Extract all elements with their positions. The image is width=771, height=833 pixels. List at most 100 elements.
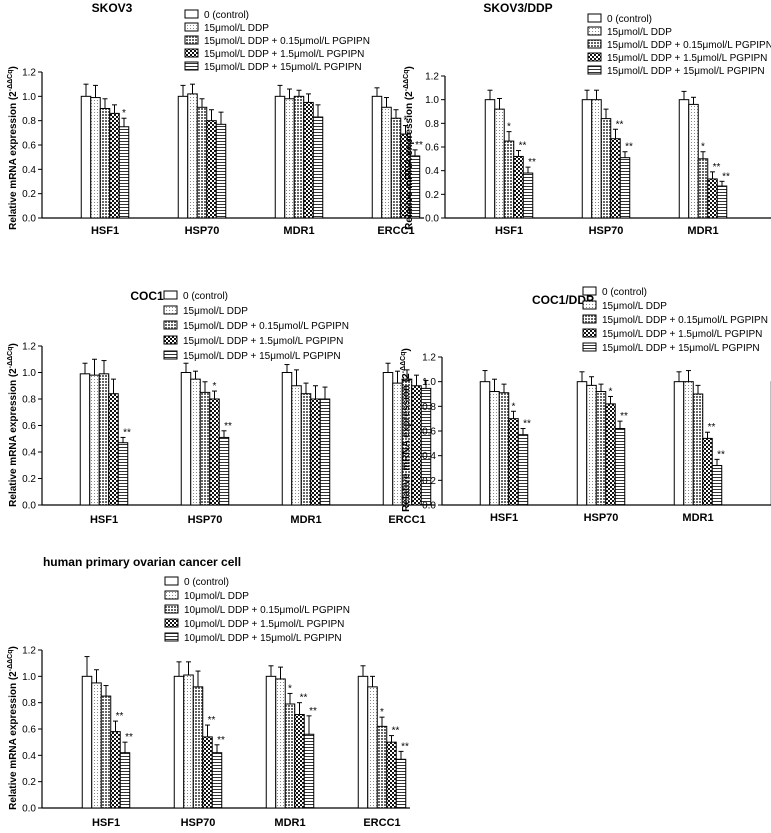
bar xyxy=(494,108,505,219)
legend-label: 15μmol/L DDP + 15μmol/L PGPIPN xyxy=(183,351,341,362)
significance-marker: * xyxy=(609,386,613,397)
bar xyxy=(610,138,621,219)
bar xyxy=(711,465,723,506)
bar xyxy=(376,725,388,809)
bar xyxy=(484,99,496,219)
category-label: MDR1 xyxy=(283,225,314,237)
bar xyxy=(678,99,690,219)
category-label: HSP70 xyxy=(185,225,220,237)
legend-label: 10μmol/L DDP xyxy=(184,591,249,602)
category-label: HSP70 xyxy=(589,225,624,237)
category-label: ERCC1 xyxy=(363,817,400,829)
legend-label: 0 (control) xyxy=(204,10,249,21)
y-tick-label: 0.8 xyxy=(425,119,439,130)
y-tick-label: 1.0 xyxy=(22,672,36,683)
bar xyxy=(605,403,616,506)
significance-marker: ** xyxy=(392,726,400,737)
bar xyxy=(211,752,223,809)
bar xyxy=(503,140,515,219)
significance-marker: ** xyxy=(717,449,725,460)
legend-label: 15μmol/L DDP + 1.5μmol/L PGPIPN xyxy=(607,53,767,64)
bar xyxy=(183,674,194,809)
category-label: HSF1 xyxy=(495,225,523,237)
bar xyxy=(99,108,111,219)
chart-title: COC1 xyxy=(130,289,164,303)
category-label: ERCC1 xyxy=(388,514,425,526)
legend-label: 15μmol/L DDP xyxy=(204,23,269,34)
y-axis-label: Relative mRNA expression (2-ΔΔCq) xyxy=(400,348,412,512)
chart-title: SKOV3/DDP xyxy=(483,1,552,15)
bar xyxy=(707,178,718,219)
significance-marker: ** xyxy=(309,706,317,717)
y-tick-label: 0.2 xyxy=(22,474,36,485)
y-tick-label: 0.2 xyxy=(22,777,36,788)
legend-swatch xyxy=(582,286,597,296)
chart-panel-coc1-ddp: COC1/DDP 0 (control) 15μmol/L DDP 15μmol/L … xyxy=(400,286,771,524)
significance-marker: * xyxy=(512,401,516,412)
bar xyxy=(357,675,369,809)
bar xyxy=(215,123,227,219)
significance-marker: ** xyxy=(123,427,131,438)
significance-marker: * xyxy=(404,116,408,127)
bar xyxy=(386,741,397,809)
legend-swatch xyxy=(184,22,199,32)
legend-swatch xyxy=(184,61,199,71)
bar xyxy=(498,392,510,506)
y-tick-label: 0.6 xyxy=(422,427,436,438)
bar xyxy=(673,381,685,506)
category-label: HSF1 xyxy=(92,817,120,829)
category-label: HSP70 xyxy=(181,817,216,829)
bar xyxy=(319,398,331,506)
y-tick-label: 0.0 xyxy=(422,501,436,512)
bar xyxy=(79,373,91,506)
legend-label: 15μmol/L DDP + 0.15μmol/L PGPIPN xyxy=(602,315,768,326)
legend-label: 15μmol/L DDP + 1.5μmol/L PGPIPN xyxy=(204,49,364,60)
bar xyxy=(117,442,129,506)
legend-swatch xyxy=(587,65,602,75)
bar xyxy=(367,686,378,809)
category-label: HSF1 xyxy=(90,514,118,526)
category-label: HSF1 xyxy=(91,225,119,237)
legend-label: 0 (control) xyxy=(184,577,229,588)
bar xyxy=(192,686,204,809)
bar xyxy=(522,172,534,219)
y-axis-label: Relative mRNA expression (2-ΔΔCq) xyxy=(7,66,19,230)
significance-marker: * xyxy=(288,683,292,694)
bar xyxy=(98,373,110,506)
significance-marker: ** xyxy=(125,732,133,743)
bar xyxy=(90,97,101,219)
significance-marker: * xyxy=(507,122,511,133)
legend-label: 15μmol/L DDP + 0.15μmol/L PGPIPN xyxy=(204,36,370,47)
chart-title: SKOV3 xyxy=(92,1,133,15)
y-tick-label: 0.8 xyxy=(422,402,436,413)
y-tick-label: 1.2 xyxy=(422,353,436,364)
bar xyxy=(100,695,112,809)
y-axis-label: Relative mRNA expression (2-ΔΔCq) xyxy=(403,66,415,230)
bar xyxy=(274,95,286,219)
bar xyxy=(310,398,321,506)
y-tick-label: 0.0 xyxy=(22,501,36,512)
significance-marker: ** xyxy=(528,157,536,168)
bar xyxy=(293,95,305,219)
bar xyxy=(479,381,491,506)
bar xyxy=(390,117,402,219)
bar xyxy=(586,384,597,506)
significance-marker: ** xyxy=(708,422,716,433)
legend-swatch xyxy=(164,632,179,642)
bar xyxy=(683,381,694,506)
bar xyxy=(576,381,588,506)
y-tick-label: 0.4 xyxy=(22,448,36,459)
bar xyxy=(619,157,631,219)
y-tick-label: 0.4 xyxy=(422,451,436,462)
y-tick-label: 1.0 xyxy=(422,377,436,388)
legend-label: 15μmol/L DDP + 0.15μmol/L PGPIPN xyxy=(607,40,771,51)
y-tick-label: 0.2 xyxy=(425,190,439,201)
legend-label: 0 (control) xyxy=(602,287,647,298)
legend-swatch xyxy=(163,320,178,330)
bar xyxy=(108,393,119,506)
y-tick-label: 0.0 xyxy=(425,214,439,225)
category-label: MDR1 xyxy=(274,817,305,829)
significance-marker: ** xyxy=(523,419,531,430)
legend-label: 15μmol/L DDP + 15μmol/L PGPIPN xyxy=(602,343,760,354)
bar xyxy=(91,682,102,809)
